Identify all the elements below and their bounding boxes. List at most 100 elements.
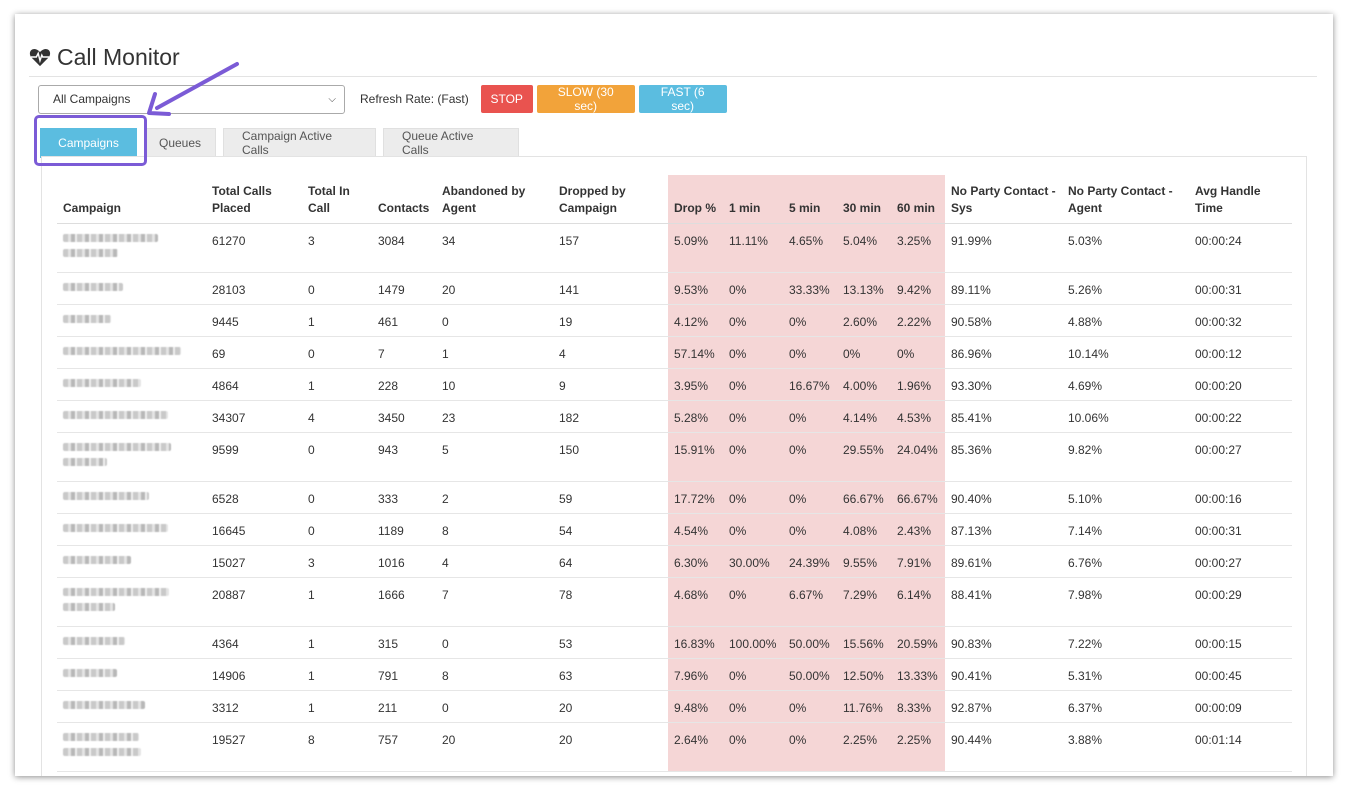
table-cell: 4.00% <box>837 368 891 400</box>
table-cell: 5.26% <box>1068 282 1103 297</box>
table-cell: 0% <box>723 722 783 771</box>
table-cell: 85.41% <box>951 410 992 425</box>
campaign-name-cell[interactable] <box>57 304 206 336</box>
header-60-min: 60 min <box>891 175 945 223</box>
table-cell: 3 <box>308 555 315 570</box>
table-row[interactable]: 34307 4 3450 23 182 5.28% 0% 0% 4.14% 4.53% 85.41%… <box>57 400 1292 432</box>
table-cell: 33.33% <box>783 272 837 304</box>
table-cell: 20 <box>442 282 456 297</box>
table-cell: 2.60% <box>837 304 891 336</box>
campaign-name-cell[interactable] <box>57 400 206 432</box>
redacted-campaign-name <box>63 410 168 419</box>
campaign-name-cell[interactable] <box>57 272 206 304</box>
table-cell: 90.83% <box>951 636 992 651</box>
table-cell: 00:00:27 <box>1195 555 1242 570</box>
table-cell: 1189 <box>378 523 404 538</box>
table-cell: 4.53% <box>891 400 945 432</box>
tab-campaigns[interactable]: Campaigns <box>40 128 137 158</box>
table-cell: 16645 <box>212 523 246 538</box>
table-cell: 4.65% <box>783 223 837 272</box>
table-row[interactable]: 4864 1 228 10 9 3.95% 0% 16.67% 4.00% 1.96% 93.30%… <box>57 368 1292 400</box>
table-cell: 2.25% <box>837 722 891 771</box>
table-cell: 9.53% <box>668 272 723 304</box>
redacted-campaign-name <box>63 233 158 242</box>
header-1-min: 1 min <box>723 175 783 223</box>
campaign-name-cell[interactable] <box>57 626 206 658</box>
table-cell: 7.96% <box>668 658 723 690</box>
table-row[interactable]: 6528 0 333 2 59 17.72% 0% 0% 66.67% 66.67% 90.40% 5… <box>57 481 1292 513</box>
table-cell: 943 <box>378 442 399 457</box>
table-cell: 1.96% <box>891 368 945 400</box>
table-row[interactable]: 14906 1 791 8 63 7.96% 0% 50.00% 12.50% 13.33% 90.… <box>57 658 1292 690</box>
table-cell: 0% <box>783 690 837 722</box>
table-cell: 66.67% <box>837 481 891 513</box>
table-cell: 9.55% <box>837 545 891 577</box>
tab-queue-active-calls[interactable]: Queue Active Calls <box>383 128 519 158</box>
campaign-name-cell[interactable] <box>57 432 206 481</box>
header-no-party-contact-sys: No Party Contact - Sys <box>951 183 1056 215</box>
table-cell: 2 <box>442 491 449 506</box>
table-cell: 15.56% <box>837 626 891 658</box>
tab-bar: Campaigns Queues Campaign Active Calls Q… <box>40 126 526 158</box>
table-cell: 78 <box>559 587 573 602</box>
chevron-down-icon: ⌵ <box>328 93 336 105</box>
table-row[interactable]: 20887 1 1666 7 78 4.68% 0% 6.67% 7.29% 6.14% 88.41… <box>57 577 1292 626</box>
table-cell: 10.06% <box>1068 410 1109 425</box>
table-cell: 00:00:31 <box>1195 523 1242 538</box>
table-cell: 0% <box>723 336 783 368</box>
table-row[interactable]: 9445 1 461 0 19 4.12% 0% 0% 2.60% 2.22% 90.58% 4.88… <box>57 304 1292 336</box>
campaign-name-cell[interactable] <box>57 690 206 722</box>
table-cell: 0 <box>442 636 449 651</box>
table-cell: 10 <box>442 378 456 393</box>
tab-queues[interactable]: Queues <box>144 128 216 158</box>
table-cell: 7.91% <box>891 545 945 577</box>
tab-campaign-active-calls[interactable]: Campaign Active Calls <box>223 128 376 158</box>
table-cell: 0% <box>783 336 837 368</box>
table-cell: 90.41% <box>951 668 992 683</box>
campaign-name-cell[interactable] <box>57 513 206 545</box>
table-cell: 4 <box>442 555 449 570</box>
table-row[interactable]: 3312 1 211 0 20 9.48% 0% 0% 11.76% 8.33% 92.87% 6.3… <box>57 690 1292 722</box>
table-cell: 4.08% <box>837 513 891 545</box>
table-row[interactable]: 16645 0 1189 8 54 4.54% 0% 0% 4.08% 2.43% 87.13% 7.… <box>57 513 1292 545</box>
table-cell: 8 <box>442 668 449 683</box>
table-cell: 0% <box>783 481 837 513</box>
table-cell: 8.33% <box>891 690 945 722</box>
table-cell: 19 <box>559 314 573 329</box>
table-cell: 791 <box>378 668 399 683</box>
campaign-name-cell[interactable] <box>57 481 206 513</box>
table-row[interactable]: 28103 0 1479 20 141 9.53% 0% 33.33% 13.13% 9.42% 8… <box>57 272 1292 304</box>
table-cell: 20 <box>559 732 573 747</box>
table-row[interactable]: 4364 1 315 0 53 16.83% 100.00% 50.00% 15.56% 20.5… <box>57 626 1292 658</box>
table-cell: 00:00:16 <box>1195 491 1242 506</box>
redacted-campaign-name <box>63 587 169 596</box>
campaign-name-cell[interactable] <box>57 577 206 626</box>
table-cell: 20 <box>442 732 456 747</box>
campaign-name-cell[interactable] <box>57 545 206 577</box>
table-cell: 24.39% <box>783 545 837 577</box>
table-cell: 1 <box>308 636 315 651</box>
campaign-name-cell[interactable] <box>57 368 206 400</box>
table-cell: 66.67% <box>891 481 945 513</box>
table-cell: 228 <box>378 378 399 393</box>
campaign-name-cell[interactable] <box>57 722 206 771</box>
table-cell: 4.14% <box>837 400 891 432</box>
table-row[interactable]: 15027 3 1016 4 64 6.30% 30.00% 24.39% 9.55% 7.91%… <box>57 545 1292 577</box>
campaign-name-cell[interactable] <box>57 658 206 690</box>
table-row[interactable]: 9599 0 943 5 150 15.91% 0% 0% 29.55% 24.04% 85.36%… <box>57 432 1292 481</box>
table-cell: 0% <box>723 690 783 722</box>
redacted-campaign-name <box>63 314 111 323</box>
header-contacts: Contacts <box>378 200 430 215</box>
table-row[interactable]: 19527 8 757 20 20 2.64% 0% 0% 2.25% 2.25% 90.44% 3.… <box>57 722 1292 771</box>
campaign-name-cell[interactable] <box>57 336 206 368</box>
campaign-select[interactable]: All Campaigns ⌵ <box>38 84 345 114</box>
campaign-name-cell[interactable] <box>57 223 206 272</box>
table-cell: 6.30% <box>668 545 723 577</box>
table-row[interactable]: 69 0 7 1 4 57.14% 0% 0% 0% 0% 86.96% 10.14% 00:00:12 <box>57 336 1292 368</box>
slow-refresh-button[interactable]: SLOW (30 sec) <box>536 85 635 113</box>
table-body: 61270 3 3084 34 157 5.09% 11.11% 4.65% 5.04% 3.25… <box>57 223 1292 771</box>
fast-refresh-button[interactable]: FAST (6 sec) <box>638 85 727 113</box>
table-row[interactable]: 61270 3 3084 34 157 5.09% 11.11% 4.65% 5.04% 3.25… <box>57 223 1292 272</box>
stop-button[interactable]: STOP <box>480 85 533 113</box>
table-cell: 6.37% <box>1068 700 1103 715</box>
